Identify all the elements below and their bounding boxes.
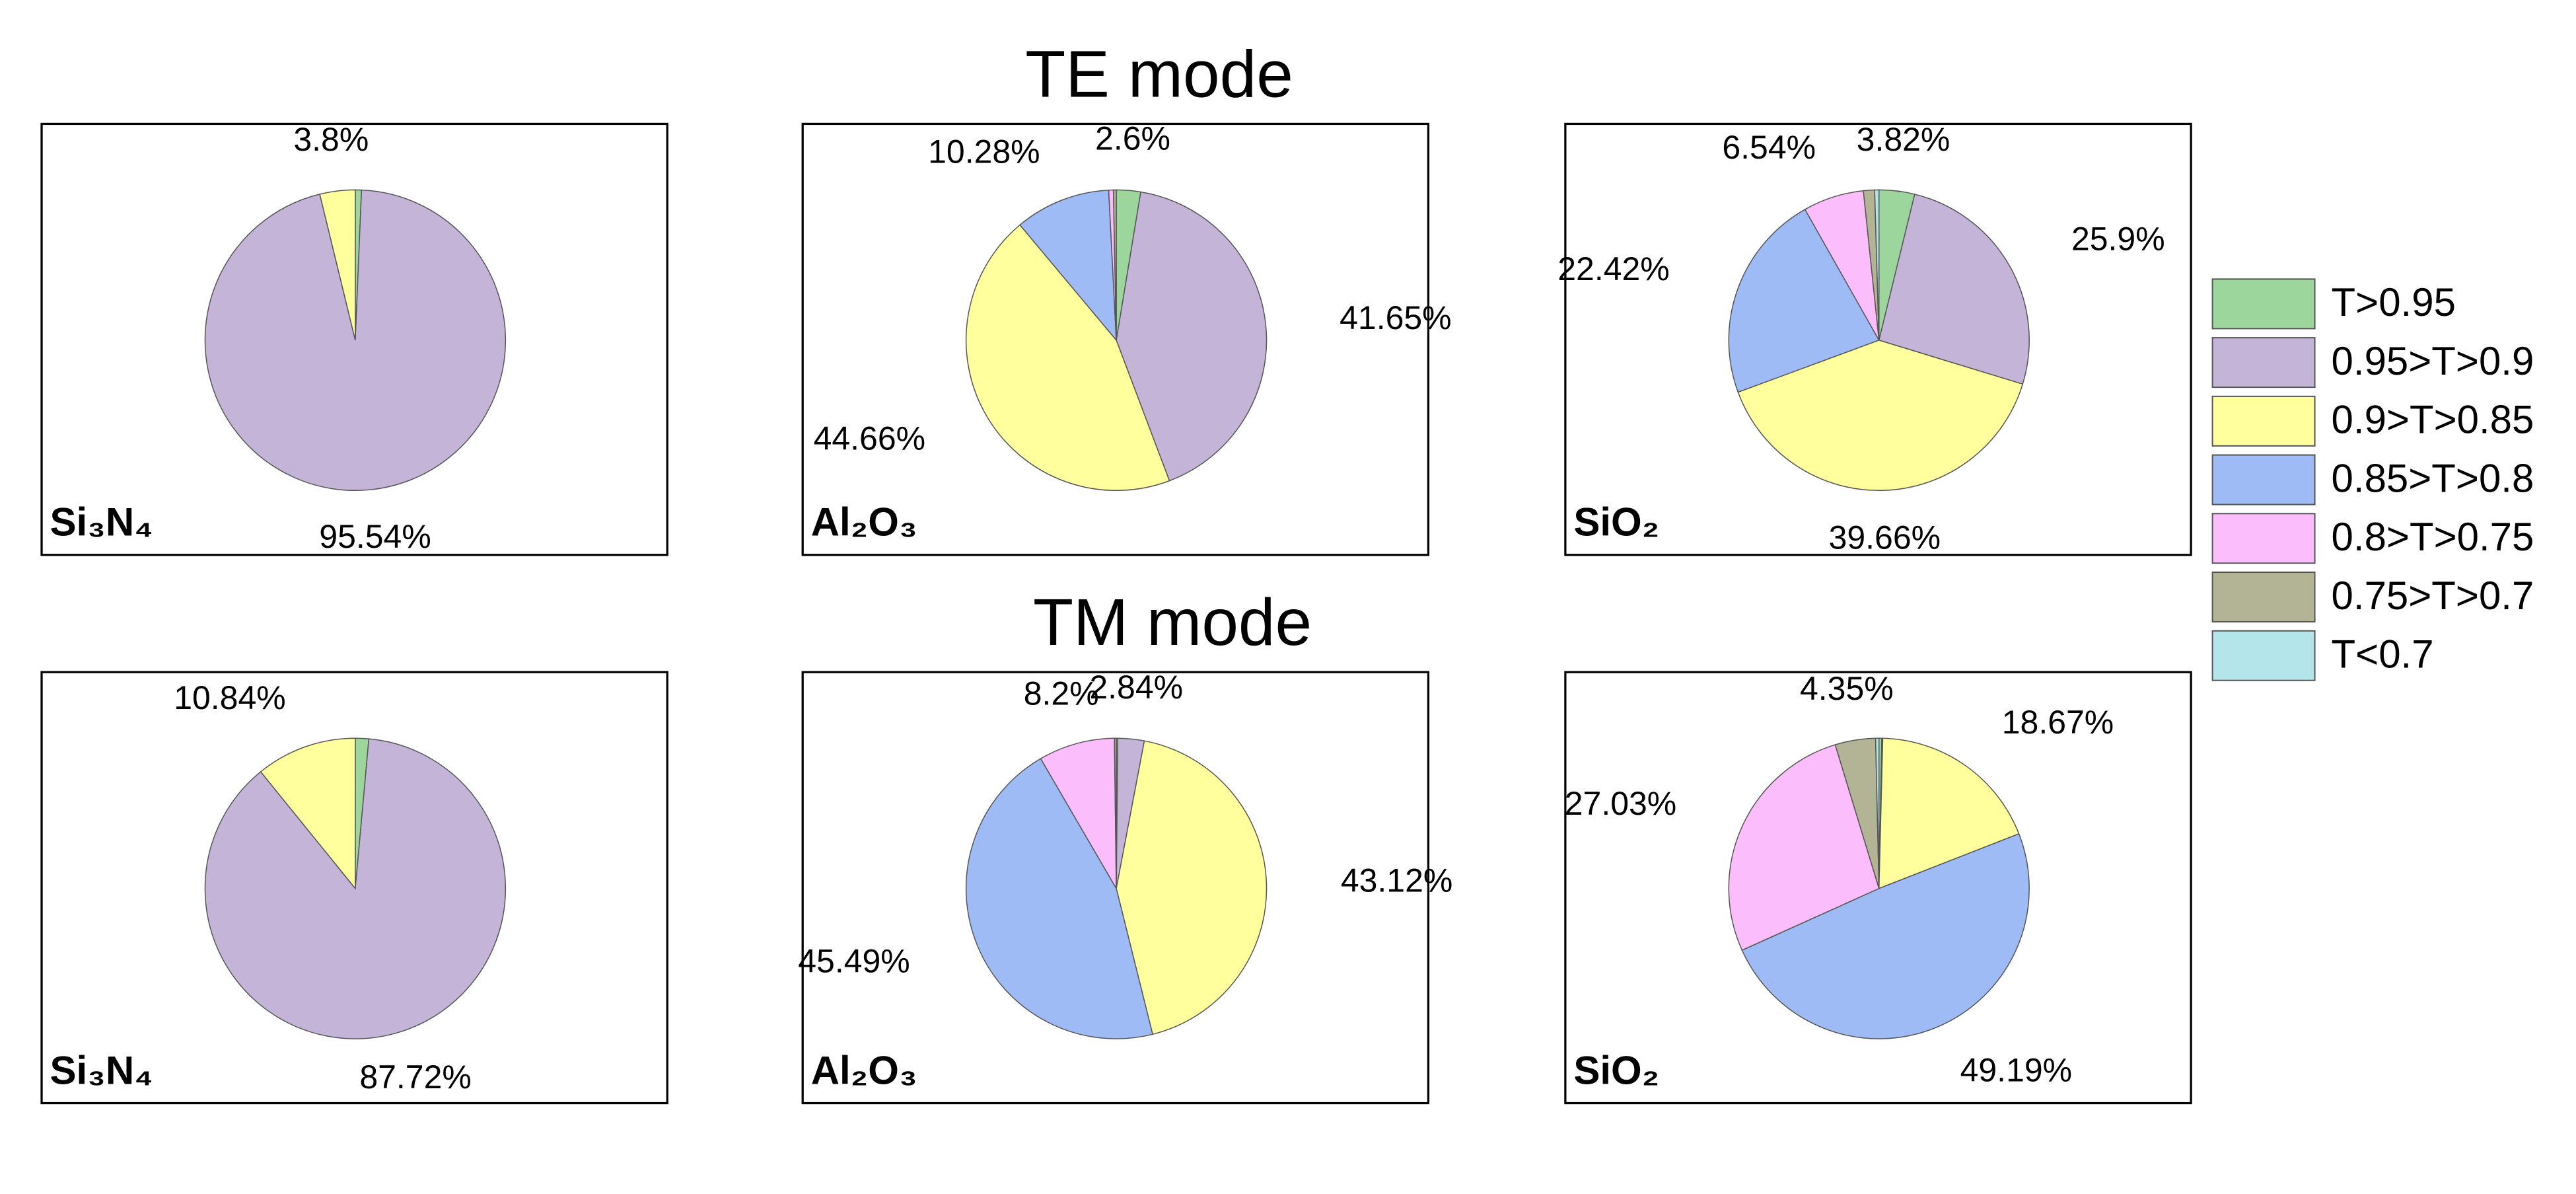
chart-frame — [40, 671, 668, 1105]
chart-frame — [1564, 671, 2192, 1105]
legend-label: 0.85>T>0.8 — [2332, 456, 2534, 500]
legend-label: T>0.95 — [2332, 280, 2456, 324]
chart-title: Si₃N₄ — [50, 1048, 153, 1092]
legend-swatch — [2211, 454, 2316, 505]
data-label: 43.12% — [1341, 862, 1452, 899]
section-title: TE mode — [1025, 37, 1293, 111]
pie-slice — [1875, 737, 1880, 889]
pie-slice — [1874, 189, 1880, 340]
data-label: 95.54% — [319, 518, 431, 555]
data-label: 27.03% — [1565, 785, 1676, 822]
chart-title: Si₃N₄ — [50, 500, 153, 544]
legend-swatch — [2211, 513, 2316, 564]
data-label: 10.28% — [928, 133, 1040, 170]
data-label: 8.2% — [1024, 675, 1099, 712]
data-label: 18.67% — [2002, 704, 2114, 741]
chart-frame — [1564, 122, 2192, 556]
data-label: 2.84% — [1089, 669, 1183, 706]
chart-title: SiO₂ — [1573, 1048, 1659, 1092]
data-label: 4.35% — [1800, 670, 1894, 707]
legend-label: 0.9>T>0.85 — [2332, 398, 2534, 442]
pie-slice — [260, 737, 356, 890]
chart-frame — [40, 122, 668, 556]
data-label: 41.65% — [1340, 299, 1451, 336]
chart-title: Al₂O₃ — [811, 1048, 917, 1092]
legend-label: 0.75>T>0.7 — [2332, 574, 2534, 618]
pie-slice — [1741, 833, 2030, 1039]
pie-slice — [1116, 740, 1268, 1035]
chart-title: SiO₂ — [1573, 500, 1659, 544]
pie-slice — [1728, 744, 1880, 951]
data-label: 3.82% — [1857, 121, 1950, 158]
chart-frame — [801, 122, 1430, 556]
legend-swatch — [2211, 278, 2316, 330]
data-label: 39.66% — [1829, 519, 1941, 556]
data-label: 44.66% — [814, 420, 925, 457]
data-label: 2.6% — [1095, 120, 1170, 157]
pie-slice — [1114, 737, 1117, 889]
data-label: 22.42% — [1557, 250, 1669, 287]
data-label: 49.19% — [1960, 1052, 2072, 1089]
data-label: 3.8% — [293, 121, 369, 158]
data-label: 10.84% — [174, 679, 285, 716]
legend-swatch — [2211, 337, 2316, 389]
pie-slice — [1728, 208, 1880, 393]
pie-slice — [965, 758, 1154, 1039]
legend-label: 0.95>T>0.9 — [2332, 339, 2534, 383]
pie-slice — [1112, 189, 1117, 340]
section-title: TM mode — [1033, 585, 1312, 659]
legend-swatch — [2211, 630, 2316, 681]
data-label: 87.72% — [359, 1059, 471, 1096]
legend-swatch — [2211, 572, 2316, 622]
data-label: 25.9% — [2071, 221, 2165, 258]
legend-swatch — [2211, 395, 2316, 447]
pie-slice — [1040, 737, 1117, 891]
chart-frame — [801, 671, 1430, 1105]
pie-slice — [319, 189, 356, 341]
data-label: 6.54% — [1722, 129, 1816, 166]
legend-label: 0.8>T>0.75 — [2332, 515, 2534, 559]
pie-slice — [1116, 191, 1268, 482]
legend-label: T<0.7 — [2332, 632, 2434, 677]
pie-slice — [1019, 189, 1117, 342]
data-label: 45.49% — [798, 943, 910, 980]
pie-slice — [1737, 340, 2024, 491]
chart-title: Al₂O₃ — [811, 500, 917, 544]
pie-slice — [1878, 194, 2030, 385]
pie-slice — [965, 224, 1170, 491]
pie-slice — [1878, 737, 2020, 889]
